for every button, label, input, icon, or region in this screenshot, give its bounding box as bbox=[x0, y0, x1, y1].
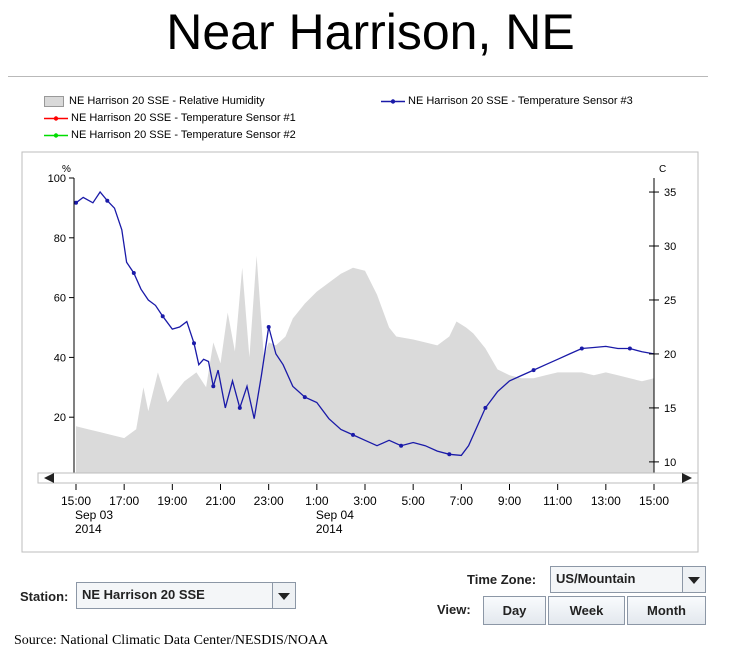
temperature-point bbox=[627, 346, 632, 351]
temperature-point bbox=[399, 443, 404, 448]
legend-humidity-label: NE Harrison 20 SSE - Relative Humidity bbox=[69, 95, 265, 107]
x-tick-label: 5:00 bbox=[401, 494, 425, 508]
left-tick-label: 20 bbox=[54, 412, 66, 424]
x-tick-label: 19:00 bbox=[157, 494, 187, 508]
timezone-label: Time Zone: bbox=[467, 572, 537, 587]
scroll-left-arrow[interactable] bbox=[44, 473, 54, 483]
page-title: Near Harrison, NE bbox=[166, 4, 575, 60]
x-tick-label: 7:00 bbox=[450, 494, 474, 508]
legend-sensor-3: NE Harrison 20 SSE - Temperature Sensor … bbox=[381, 95, 633, 108]
humidity-area bbox=[76, 255, 654, 477]
temperature-point bbox=[160, 314, 165, 319]
time-scrollbar[interactable] bbox=[37, 472, 699, 484]
temperature-point bbox=[579, 346, 584, 351]
right-tick-label: 30 bbox=[664, 241, 676, 253]
left-tick-label: 80 bbox=[54, 233, 66, 245]
station-select[interactable]: NE Harrison 20 SSE bbox=[76, 582, 296, 609]
x-tick-label: 11:00 bbox=[543, 494, 572, 508]
temperature-point bbox=[531, 368, 536, 373]
temperature-point bbox=[302, 395, 307, 400]
legend-sensor-2: NE Harrison 20 SSE - Temperature Sensor … bbox=[44, 129, 296, 142]
temperature-point bbox=[131, 271, 136, 275]
legend-sensor-3-label: NE Harrison 20 SSE - Temperature Sensor … bbox=[408, 95, 633, 107]
month-button[interactable]: Month bbox=[627, 596, 706, 625]
temperature-point bbox=[351, 432, 355, 437]
legend-sensor-2-label: NE Harrison 20 SSE - Temperature Sensor … bbox=[71, 129, 296, 141]
view-label: View: bbox=[437, 602, 471, 617]
day-button[interactable]: Day bbox=[483, 596, 546, 625]
timezone-select-value: US/Mountain bbox=[556, 571, 636, 586]
legend-sensor-1-swatch bbox=[44, 116, 68, 121]
temperature-line bbox=[75, 190, 655, 457]
x-tick-label: 3:00 bbox=[353, 494, 377, 508]
title-divider bbox=[8, 76, 708, 77]
temperature-point bbox=[105, 198, 110, 203]
x-tick-label: 15:00 bbox=[61, 494, 91, 508]
left-axis: 020406080100 bbox=[48, 173, 75, 484]
x-date-label: Sep 03 bbox=[75, 508, 113, 522]
x-date-label: Sep 04 bbox=[316, 508, 354, 522]
station-label: Station: bbox=[20, 589, 69, 604]
temperature-point bbox=[447, 452, 452, 457]
legend-sensor-2-swatch bbox=[44, 133, 68, 138]
right-tick-label: 15 bbox=[664, 403, 676, 415]
chart-frame bbox=[21, 151, 699, 553]
right-tick-label: 25 bbox=[664, 295, 676, 307]
left-tick-label: 60 bbox=[54, 293, 66, 305]
station-select-value: NE Harrison 20 SSE bbox=[82, 587, 205, 602]
left-axis-unit: % bbox=[62, 164, 71, 175]
chevron-down-icon[interactable] bbox=[272, 583, 295, 608]
x-tick-label: 13:00 bbox=[591, 494, 621, 508]
legend-sensor-1-label: NE Harrison 20 SSE - Temperature Sensor … bbox=[71, 112, 296, 124]
x-year-label: 2014 bbox=[316, 522, 343, 536]
temperature-point bbox=[74, 200, 78, 205]
temperature-point bbox=[211, 384, 216, 389]
right-tick-label: 35 bbox=[664, 187, 676, 199]
x-tick-label: 21:00 bbox=[205, 494, 235, 508]
x-tick-label: 17:00 bbox=[109, 494, 139, 508]
x-tick-label: 23:00 bbox=[254, 494, 284, 508]
right-axis-unit: C bbox=[659, 164, 666, 175]
left-tick-label: 40 bbox=[54, 352, 66, 364]
week-button[interactable]: Week bbox=[548, 596, 625, 625]
source-note: Source: National Climatic Data Center/NE… bbox=[14, 633, 329, 648]
right-tick-label: 20 bbox=[664, 349, 676, 361]
left-tick-label: 100 bbox=[48, 173, 66, 185]
x-year-label: 2014 bbox=[75, 522, 102, 536]
x-tick-label: 9:00 bbox=[498, 494, 522, 508]
chevron-down-icon[interactable] bbox=[682, 567, 705, 592]
legend-humidity-swatch bbox=[44, 96, 64, 107]
temperature-point bbox=[266, 325, 271, 329]
timezone-select[interactable]: US/Mountain bbox=[550, 566, 706, 593]
scroll-right-arrow[interactable] bbox=[682, 473, 692, 483]
x-tick-label: 1:00 bbox=[305, 494, 329, 508]
temperature-point bbox=[237, 405, 242, 410]
legend-humidity: NE Harrison 20 SSE - Relative Humidity bbox=[44, 95, 265, 108]
right-axis: 10 15 20 25 30 35 bbox=[649, 178, 676, 477]
temperature-point bbox=[483, 405, 488, 410]
legend-sensor-3-swatch bbox=[381, 99, 405, 104]
legend-sensor-1: NE Harrison 20 SSE - Temperature Sensor … bbox=[44, 112, 296, 125]
right-tick-label: 10 bbox=[664, 457, 676, 469]
x-tick-label: 15:00 bbox=[639, 494, 669, 508]
temperature-point bbox=[192, 341, 196, 346]
scrollbar-track[interactable] bbox=[37, 472, 699, 484]
